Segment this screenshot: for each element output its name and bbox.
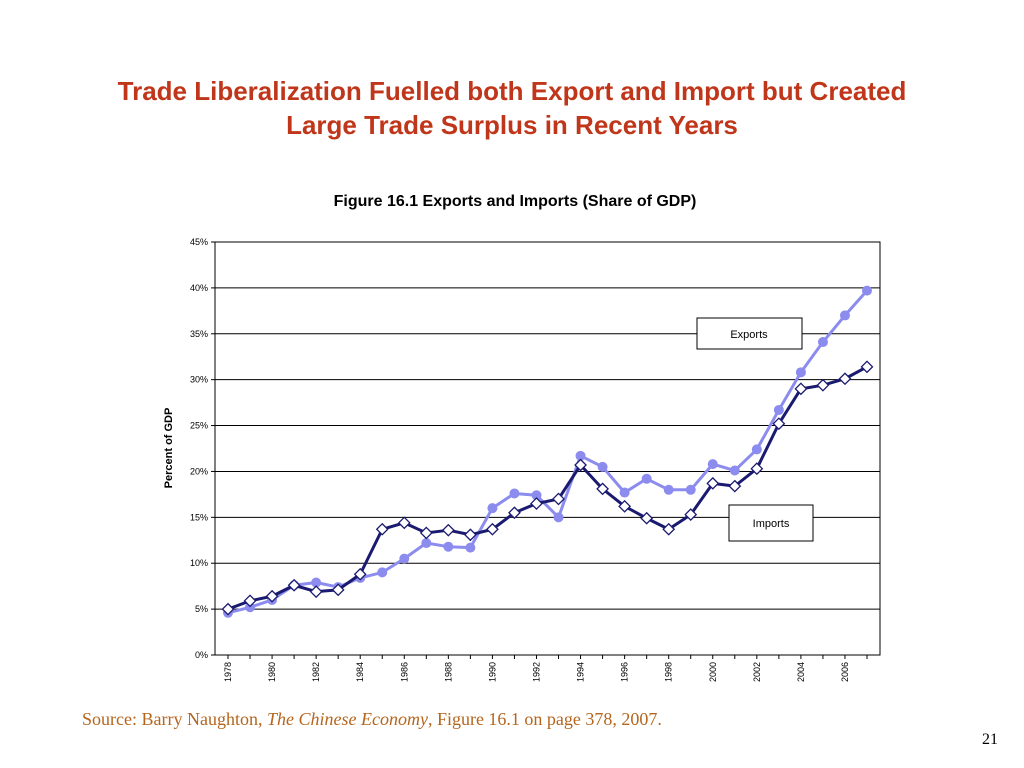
axes: 0% 5% 10% 15% 20% 25% 30% 35% 40% 45% 1978 1980 1982… xyxy=(190,237,868,682)
imports-point xyxy=(706,476,720,490)
x-tick-label: 2002 xyxy=(752,662,762,682)
exports-point xyxy=(641,473,652,484)
imports-point xyxy=(441,523,455,537)
imports-point xyxy=(750,462,764,476)
source-suffix: , Figure 16.1 on page 378, 2007. xyxy=(427,709,662,729)
exports-point xyxy=(377,567,388,578)
legend-box-imports: Imports xyxy=(728,504,814,542)
y-tick-label: 45% xyxy=(190,237,208,247)
y-axis-label: Percent of GDP xyxy=(163,408,175,489)
x-tick-label: 1990 xyxy=(487,662,497,682)
imports-point xyxy=(574,458,587,472)
y-tick-label: 20% xyxy=(190,466,208,476)
x-tick-label: 1978 xyxy=(223,662,233,682)
exports-point xyxy=(751,444,762,455)
y-tick-label: 10% xyxy=(190,558,208,568)
imports-point xyxy=(485,522,499,536)
exports-point xyxy=(245,602,256,613)
exports-point xyxy=(839,310,850,321)
imports-point xyxy=(728,479,742,493)
imports-point xyxy=(794,382,808,396)
imports-point xyxy=(552,492,565,506)
imports-point xyxy=(309,585,323,599)
chart-title: Figure 16.1 Exports and Imports (Share o… xyxy=(334,193,697,210)
x-tick-label: 1996 xyxy=(620,662,630,682)
page-number: 21 xyxy=(982,731,998,748)
imports-point xyxy=(243,594,257,608)
x-tick-label: 1988 xyxy=(443,662,453,682)
line-chart: Figure 16.1 Exports and Imports (Share o… xyxy=(163,193,881,682)
exports-point xyxy=(817,337,828,348)
exports-point xyxy=(707,459,718,470)
plot-area xyxy=(214,241,881,656)
x-tick-label: 2006 xyxy=(840,662,850,682)
x-tick-label: 1982 xyxy=(311,662,321,682)
x-tick-label: 1984 xyxy=(355,662,365,682)
imports-point xyxy=(838,372,852,386)
imports-point xyxy=(816,378,830,392)
exports-point xyxy=(531,490,542,501)
exports-point xyxy=(597,461,608,472)
y-tick-label: 25% xyxy=(190,421,208,431)
x-tick-label: 1980 xyxy=(267,662,277,682)
exports-point xyxy=(729,465,740,476)
imports-point xyxy=(397,516,411,530)
x-tick-label: 2004 xyxy=(796,662,806,682)
exports-point xyxy=(862,285,872,296)
x-tick-label: 2000 xyxy=(708,662,718,682)
exports-point xyxy=(443,541,454,552)
x-tick-label: 1992 xyxy=(531,662,541,682)
imports-point xyxy=(221,602,235,616)
exports-point xyxy=(465,542,476,553)
y-tick-label: 40% xyxy=(190,283,208,293)
imports-point xyxy=(530,497,543,510)
imports-point xyxy=(772,417,786,431)
imports-point xyxy=(684,508,698,521)
imports-point xyxy=(596,482,610,496)
imports-point xyxy=(331,583,345,597)
y-tick-label: 35% xyxy=(190,329,208,339)
legend-box-exports: Exports xyxy=(696,317,803,350)
imports-point xyxy=(287,578,301,592)
x-tick-label: 1998 xyxy=(664,662,674,682)
exports-point xyxy=(685,484,696,495)
imports-point xyxy=(265,589,279,603)
imports-point xyxy=(640,511,654,525)
slide-title-line-2: Large Trade Surplus in Recent Years xyxy=(286,110,738,140)
imports-point xyxy=(375,522,389,536)
exports-point xyxy=(663,484,674,495)
exports-point xyxy=(575,450,586,461)
source-book-title: The Chinese Economy xyxy=(266,709,428,729)
imports-point xyxy=(419,526,433,540)
exports-point xyxy=(509,488,520,499)
y-tick-label: 5% xyxy=(195,604,208,614)
exports-point xyxy=(311,577,322,588)
slide-title: Trade Liberalization Fuelled both Export… xyxy=(40,74,984,142)
y-tick-label: 0% xyxy=(195,650,208,660)
exports-point xyxy=(399,553,410,564)
y-tick-label: 15% xyxy=(190,512,208,522)
exports-point xyxy=(421,538,432,549)
imports-point xyxy=(463,528,477,542)
series-layer xyxy=(221,285,874,618)
exports-point xyxy=(773,404,784,415)
exports-point xyxy=(553,512,564,523)
source-prefix: Source: Barry Naughton, xyxy=(82,709,267,729)
imports-point xyxy=(860,360,874,374)
slide-title-line-1: Trade Liberalization Fuelled both Export… xyxy=(117,76,907,106)
exports-point xyxy=(619,487,630,498)
x-tick-label: 1986 xyxy=(399,662,409,682)
imports-point xyxy=(618,499,632,513)
imports-point xyxy=(353,567,367,581)
y-tick-label: 30% xyxy=(190,375,208,385)
imports-point xyxy=(662,522,676,536)
x-tick-label: 1994 xyxy=(576,662,586,682)
exports-point xyxy=(795,367,806,378)
source-note: Source: Barry Naughton, The Chinese Econ… xyxy=(82,709,662,730)
legend-label-exports: Exports xyxy=(730,329,768,341)
legend-label-imports: Imports xyxy=(753,518,790,530)
imports-point xyxy=(508,506,521,520)
exports-point xyxy=(487,503,498,514)
